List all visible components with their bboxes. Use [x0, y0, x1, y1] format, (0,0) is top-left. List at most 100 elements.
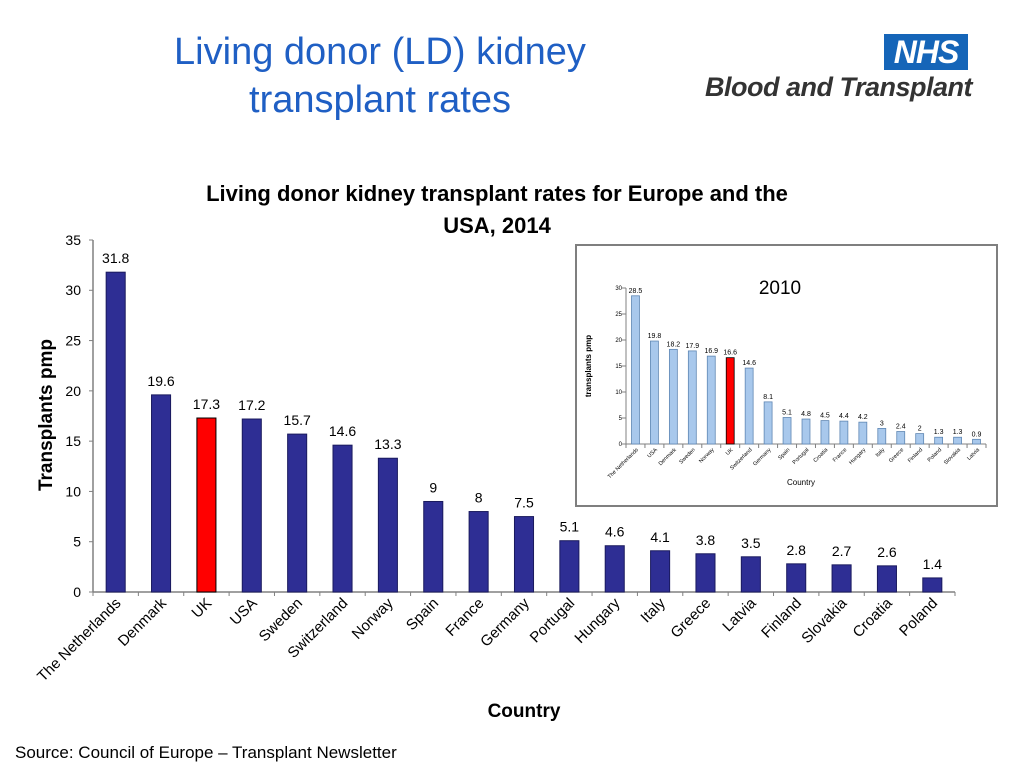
- logo-org-name: Blood and Transplant: [705, 72, 973, 102]
- slide-title: Living donor (LD) kidney transplant rate…: [174, 31, 586, 121]
- inset-data-label: 4.4: [839, 413, 849, 420]
- inset-data-label: 16.6: [723, 350, 737, 357]
- main-data-label: 7.5: [514, 495, 534, 511]
- main-data-label: 14.6: [329, 423, 356, 439]
- main-category-label: Germany: [477, 594, 533, 650]
- main-data-label: 8: [475, 490, 483, 506]
- main-y-tick-label: 10: [65, 483, 81, 499]
- main-y-tick-label: 5: [73, 534, 81, 550]
- main-data-label: 1.4: [923, 556, 943, 572]
- main-category-label: USA: [227, 595, 261, 629]
- main-category-label: UK: [188, 595, 215, 622]
- main-data-label: 13.3: [374, 436, 401, 452]
- inset-bar-finland: [915, 433, 925, 445]
- main-y-tick-label: 0: [73, 584, 81, 600]
- main-y-tick-label: 35: [65, 232, 81, 248]
- inset-bar-hungary: [858, 421, 868, 445]
- inset-bar-germany: [763, 401, 773, 445]
- main-category-label: Hungary: [571, 594, 623, 646]
- main-bar-poland: [922, 577, 943, 593]
- main-data-label: 31.8: [102, 250, 129, 266]
- inset-chart-title: 2010: [759, 278, 801, 299]
- inset-bar-greece: [896, 431, 906, 445]
- inset-category-label: Italy: [875, 447, 887, 459]
- inset-data-label: 4.2: [858, 414, 868, 421]
- main-category-label: Poland: [896, 595, 941, 640]
- inset-bar-poland: [934, 436, 944, 445]
- main-bar-slovakia: [831, 564, 852, 593]
- main-y-axis-label: Transplants pmp: [36, 339, 57, 491]
- inset-data-label: 14.6: [742, 360, 756, 367]
- main-data-label: 9: [429, 479, 437, 495]
- main-y-tick-label: 20: [65, 383, 81, 399]
- inset-category-label: UK: [725, 447, 735, 457]
- inset-bar-norway: [706, 355, 716, 445]
- main-category-label: Denmark: [115, 594, 170, 649]
- inset-bar-spain: [782, 417, 792, 445]
- main-chart-title-line-2: USA, 2014: [443, 213, 551, 238]
- main-category-label: Croatia: [850, 594, 897, 641]
- inset-y-tick-label: 0: [619, 442, 623, 448]
- inset-y-tick-label: 10: [615, 390, 622, 396]
- main-data-label: 19.6: [147, 373, 174, 389]
- main-data-label: 3.5: [741, 535, 761, 551]
- main-bar-latvia: [740, 556, 761, 593]
- main-category-label: Spain: [403, 595, 442, 634]
- main-bar-croatia: [876, 565, 897, 593]
- main-bar-portugal: [559, 540, 580, 593]
- inset-y-tick-label: 25: [615, 312, 622, 318]
- main-y-tick-label: 15: [65, 433, 81, 449]
- main-category-label: Italy: [637, 594, 669, 626]
- main-category-label: Portugal: [527, 595, 579, 647]
- main-data-label: 17.3: [193, 396, 220, 412]
- main-bar-france: [468, 511, 489, 593]
- inset-bar-italy: [877, 427, 887, 445]
- inset-bar-croatia: [820, 420, 830, 445]
- inset-bar-france: [839, 420, 849, 445]
- main-bar-norway: [377, 457, 398, 593]
- nhs-logo-box: NHS: [884, 34, 968, 70]
- main-bar-spain: [423, 500, 444, 593]
- main-data-label: 2.7: [832, 543, 852, 559]
- inset-data-label: 0.9: [972, 431, 982, 438]
- inset-chart-frame: [575, 244, 998, 507]
- inset-bar-usa: [650, 340, 659, 445]
- main-data-label: 15.7: [284, 412, 311, 428]
- inset-y-tick-label: 20: [615, 338, 622, 344]
- main-category-label: Latvia: [719, 594, 760, 635]
- inset-data-label: 3: [880, 420, 884, 427]
- main-data-label: 5.1: [560, 519, 580, 535]
- inset-bar-the-netherlands: [631, 295, 640, 445]
- inset-data-label: 1.3: [934, 429, 944, 436]
- inset-bar-slovakia: [953, 436, 962, 445]
- inset-bar-switzerland: [744, 367, 754, 445]
- inset-y-axis-label: transplants pmp: [584, 335, 593, 397]
- main-bar-usa: [241, 418, 262, 593]
- inset-bar-portugal: [801, 418, 811, 445]
- main-y-tick-label: 30: [65, 282, 81, 298]
- inset-data-label: 16.9: [704, 348, 718, 355]
- nhs-blood-and-transplant-logo: NHS Blood and Transplant: [700, 30, 1000, 110]
- inset-data-label: 17.9: [686, 343, 700, 350]
- inset-y-tick-label: 30: [615, 286, 622, 292]
- main-category-label: Greece: [667, 595, 714, 642]
- inset-bar-denmark: [668, 348, 678, 445]
- inset-bar-latvia: [972, 438, 981, 445]
- main-bar-greece: [695, 553, 716, 593]
- inset-bar-sweden: [687, 350, 697, 445]
- main-x-axis-label: Country: [488, 701, 561, 722]
- main-data-label: 2.8: [786, 542, 806, 558]
- main-category-label: Slovakia: [798, 594, 851, 647]
- inset-data-label: 18.2: [667, 341, 681, 348]
- inset-x-axis-label: Country: [787, 478, 815, 487]
- main-bar-denmark: [151, 394, 172, 593]
- inset-data-label: 2.4: [896, 424, 906, 431]
- main-category-label: France: [442, 595, 487, 640]
- source-note: Source: Council of Europe – Transplant N…: [15, 743, 397, 762]
- main-y-tick-label: 25: [65, 332, 81, 348]
- inset-data-label: 1.3: [953, 429, 963, 436]
- main-category-label: The Netherlands: [34, 595, 124, 685]
- main-bar-uk: [196, 417, 217, 593]
